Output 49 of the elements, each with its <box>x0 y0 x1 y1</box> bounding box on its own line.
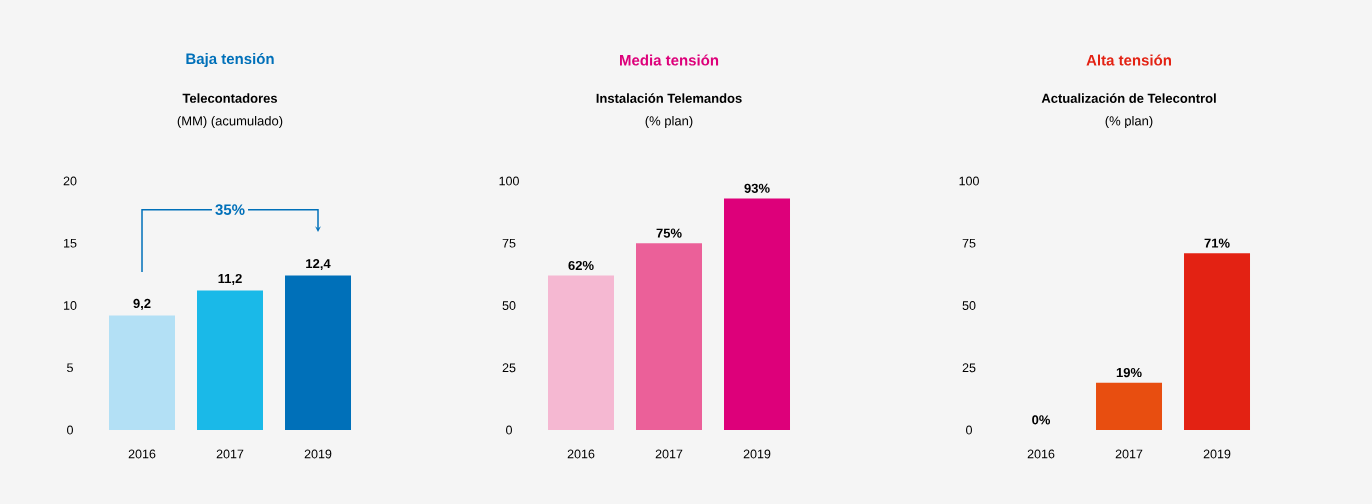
y-tick-label: 75 <box>502 238 516 248</box>
bar <box>724 198 791 430</box>
chart-subtitle: Telecontadores <box>182 93 278 103</box>
data-label: 11,2 <box>218 273 242 286</box>
y-tick-label: 100 <box>499 176 519 186</box>
data-label: 9,2 <box>133 298 151 310</box>
y-tick-label: 25 <box>502 363 516 373</box>
chart-title: Alta tensión <box>1086 54 1171 66</box>
y-tick-label: 50 <box>502 301 516 310</box>
y-tick-label: 0 <box>966 425 972 435</box>
x-tick-label: 2017 <box>655 449 683 459</box>
data-label: 62% <box>568 260 594 271</box>
bar <box>109 315 176 430</box>
y-axis-title: (% plan) <box>1105 115 1153 129</box>
data-label: 71% <box>1204 238 1230 248</box>
y-tick-label: 10 <box>64 301 77 310</box>
y-axis-title: (MM) (acumulado) <box>177 115 283 129</box>
chart-subtitle: Instalación Telemandos <box>596 93 742 103</box>
x-tick-label: 2017 <box>1115 449 1143 459</box>
x-tick-label: 2019 <box>304 449 332 459</box>
x-tick-label: 2019 <box>1203 449 1231 459</box>
y-tick-label: 25 <box>962 363 976 373</box>
x-tick-label: 2016 <box>1027 449 1055 459</box>
data-label: 12,4 <box>306 258 331 271</box>
y-tick-label: 100 <box>959 176 979 186</box>
data-label: 19% <box>1116 367 1142 378</box>
x-tick-label: 2016 <box>128 449 156 459</box>
chart-title: Media tensión <box>620 54 719 66</box>
x-tick-label: 2016 <box>567 449 595 459</box>
y-tick-label: 5 <box>67 363 73 373</box>
y-tick-label: 15 <box>64 238 77 248</box>
y-tick-label: 75 <box>962 238 976 248</box>
bar <box>285 275 352 430</box>
bar <box>197 290 264 430</box>
bar <box>636 243 703 430</box>
y-axis-title: (% plan) <box>645 115 693 129</box>
chart-title: Baja tensión <box>186 52 274 68</box>
y-tick-label: 0 <box>506 425 512 435</box>
x-tick-label: 2017 <box>216 449 244 459</box>
y-tick-label: 0 <box>67 425 73 435</box>
y-tick-label: 50 <box>962 301 976 310</box>
y-tick-label: 20 <box>63 176 77 186</box>
data-label: 0% <box>1032 415 1051 425</box>
data-label: 75% <box>656 228 682 238</box>
chart-subtitle: Actualización de Telecontrol <box>1041 93 1216 103</box>
data-label: 93% <box>744 183 770 193</box>
bar <box>548 275 615 430</box>
x-tick-label: 2019 <box>743 449 771 459</box>
annotation: 35% <box>215 204 245 215</box>
